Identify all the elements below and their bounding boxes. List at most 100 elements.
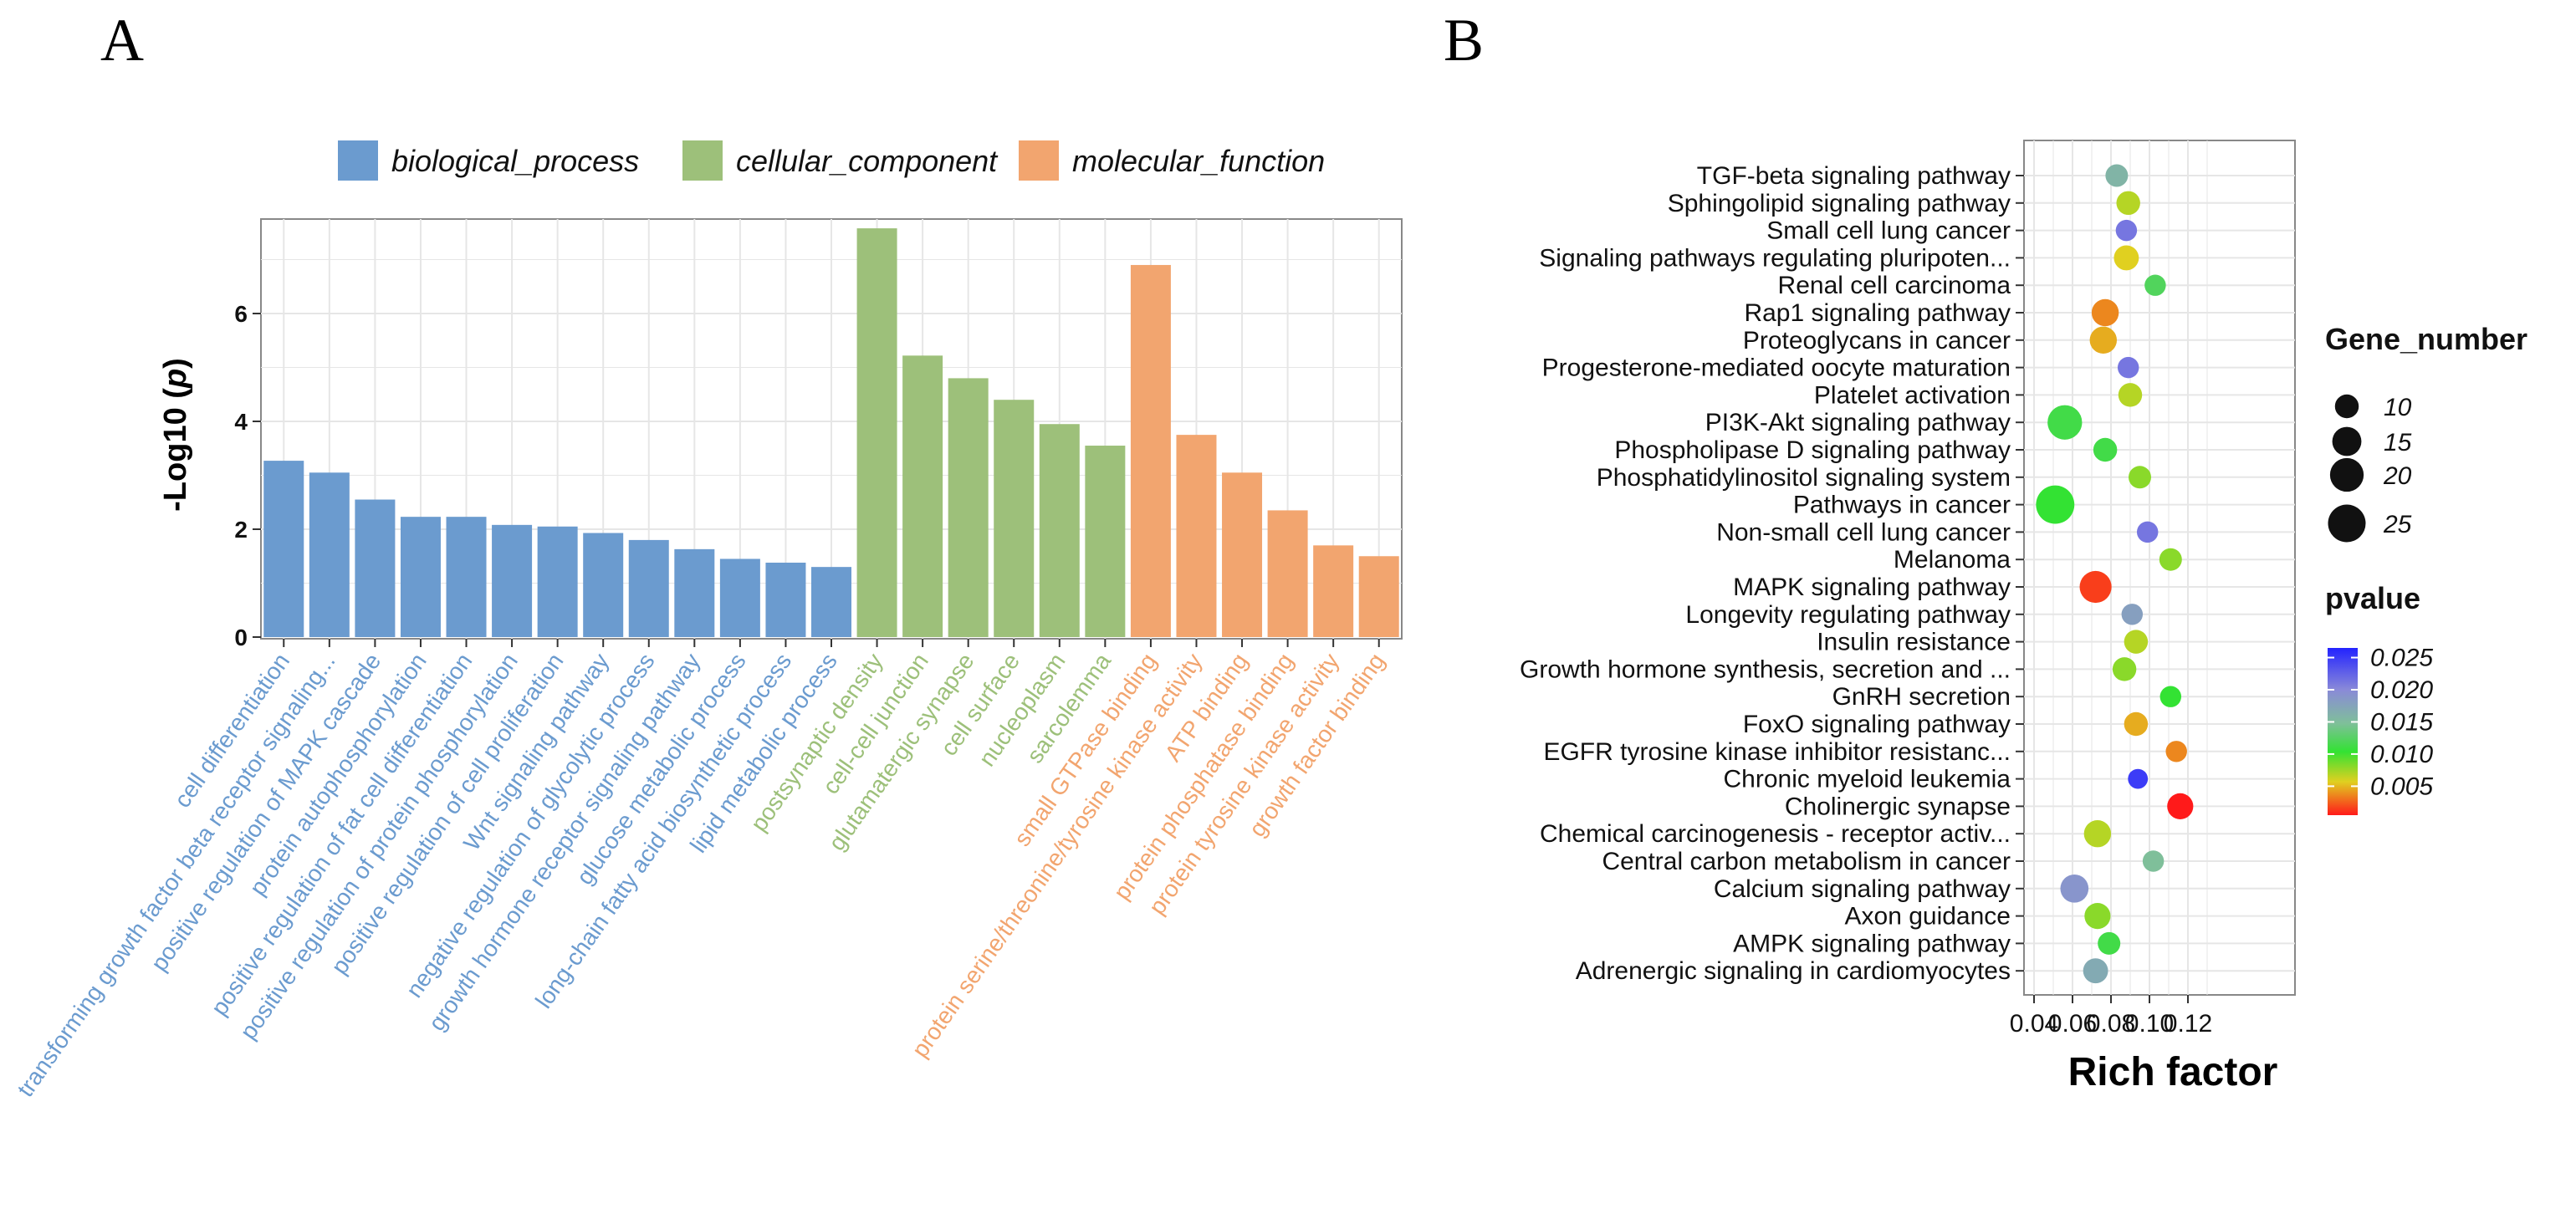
bar-y-axis: 0 2 4 6 [234, 301, 261, 650]
bubble-grid [2024, 140, 2295, 995]
pvalue-colorbar [2328, 648, 2358, 815]
pathway-label: Phospholipase D signaling pathway [1614, 436, 2011, 464]
bar [492, 524, 533, 637]
bar [1085, 446, 1126, 637]
size-legend-label: 25 [2383, 511, 2412, 538]
bar [1313, 545, 1354, 637]
bar [994, 400, 1035, 637]
bubble-x-tick-label: 0.10 [2125, 1010, 2174, 1038]
pathway-label: Sphingolipid signaling pathway [1668, 190, 2011, 217]
bubble-point [2089, 326, 2118, 354]
pathway-label: MAPK signaling pathway [1733, 574, 2011, 601]
bubble-point [2079, 570, 2112, 604]
bar [628, 539, 669, 637]
size-legend-dot [2332, 426, 2362, 456]
bubble-point [2117, 356, 2139, 379]
pathway-label: Central carbon metabolism in cancer [1602, 848, 2011, 875]
pathway-label: Pathways in cancer [1793, 492, 2011, 519]
bar [674, 548, 715, 637]
bubble-point [2124, 630, 2149, 654]
bar [1039, 424, 1080, 637]
pathway-label: Insulin resistance [1817, 629, 2011, 656]
bubble-x-axis: 0.040.060.080.100.12 [2010, 995, 2212, 1038]
bubble-point [2083, 819, 2112, 848]
go-bar-chart: biological_process cellular_component mole… [12, 140, 1403, 1102]
bar [1176, 435, 1217, 637]
pathway-label: Longevity regulating pathway [1685, 601, 2011, 629]
gene-number-legend-title: Gene_number [2325, 322, 2527, 356]
bar [263, 461, 304, 637]
size-legend-dot [2328, 504, 2366, 543]
bar-y-tick-label: 4 [234, 409, 248, 435]
bar-y-tick-label: 2 [234, 517, 248, 543]
bubble-point [2083, 958, 2108, 984]
bar-y-tick-label: 6 [234, 301, 248, 327]
bar [765, 562, 806, 637]
pathway-label: PI3K-Akt signaling pathway [1705, 409, 2011, 436]
pathway-label: Proteoglycans in cancer [1743, 327, 2011, 354]
bubble-point [2036, 485, 2075, 524]
bubble-x-tick-label: 0.06 [2048, 1010, 2097, 1038]
pvalue-tick-label: 0.005 [2370, 773, 2433, 800]
bar-series [263, 228, 1399, 637]
bubble-point [2159, 686, 2182, 707]
pathway-label: FoxO signaling pathway [1743, 711, 2011, 738]
bar [1130, 264, 1171, 637]
bar [583, 533, 624, 637]
bar [309, 472, 350, 637]
bubble-point [2129, 466, 2151, 489]
bubble-point [2116, 191, 2140, 216]
bubble-x-tick-label: 0.08 [2087, 1010, 2135, 1038]
bubble-point [2159, 548, 2182, 571]
bubble-point [2165, 741, 2187, 762]
bar [719, 558, 760, 637]
size-legend-label: 15 [2384, 429, 2412, 456]
bubble-point [2113, 245, 2139, 271]
pathway-label: AMPK signaling pathway [1733, 930, 2011, 957]
pathway-label: Platelet activation [1814, 381, 2011, 409]
bubble-x-tick-label: 0.04 [2010, 1010, 2058, 1038]
bubble-point [2047, 405, 2083, 440]
pvalue-tick-label: 0.015 [2370, 708, 2433, 736]
pathway-label: Phosphatidylinositol signaling system [1597, 464, 2011, 492]
pathway-label: Melanoma [1894, 546, 2011, 574]
pathway-label: Axon guidance [1845, 903, 2011, 931]
legend-label-biological-process: biological_process [391, 144, 639, 178]
pathway-label: Chemical carcinogenesis - receptor activ… [1540, 820, 2011, 848]
bubble-point [2098, 931, 2121, 955]
size-legend-dot [2334, 394, 2359, 419]
bubble-point [2167, 793, 2194, 819]
bar-legend: biological_process cellular_component mole… [338, 140, 1325, 181]
pathway-label: Signaling pathways regulating pluripoten… [1539, 244, 2011, 272]
bar-y-tick-label: 0 [234, 625, 248, 650]
panel-b-letter: B [1444, 7, 1484, 74]
pathway-label: Progesterone-mediated oocyte maturation [1542, 354, 2011, 382]
pvalue-tick-label: 0.010 [2370, 741, 2433, 768]
bar-category-label: transforming growth factor beta receptor… [12, 649, 340, 1102]
bar [1222, 472, 1263, 637]
legend-swatch-molecular-function [1019, 140, 1059, 181]
size-legend-dot [2329, 457, 2364, 492]
pathway-label: Chronic myeloid leukemia [1724, 766, 2011, 793]
legend-swatch-cellular-component [682, 140, 723, 181]
legend-label-cellular-component: cellular_component [736, 144, 999, 178]
pathway-label: EGFR tyrosine kinase inhibitor resistanc… [1543, 738, 2011, 766]
bubble-point [2091, 298, 2119, 327]
pathway-label: Small cell lung cancer [1766, 217, 2011, 245]
pathway-label: TGF-beta signaling pathway [1697, 162, 2011, 190]
bar [811, 567, 851, 637]
bar [1267, 510, 1308, 637]
bar [948, 378, 989, 637]
bubble-point [2128, 768, 2149, 789]
panel-a-letter: A [100, 7, 144, 74]
pvalue-legend-title: pvalue [2325, 581, 2420, 615]
bubble-point [2144, 274, 2166, 296]
bubble-point [2136, 521, 2159, 543]
bar [902, 355, 943, 637]
pvalue-tick-label: 0.020 [2370, 676, 2433, 704]
pathway-label: Adrenergic signaling in cardiomyocytes [1576, 957, 2011, 985]
size-legend-label: 10 [2384, 394, 2412, 421]
bubble-point [2142, 850, 2165, 872]
